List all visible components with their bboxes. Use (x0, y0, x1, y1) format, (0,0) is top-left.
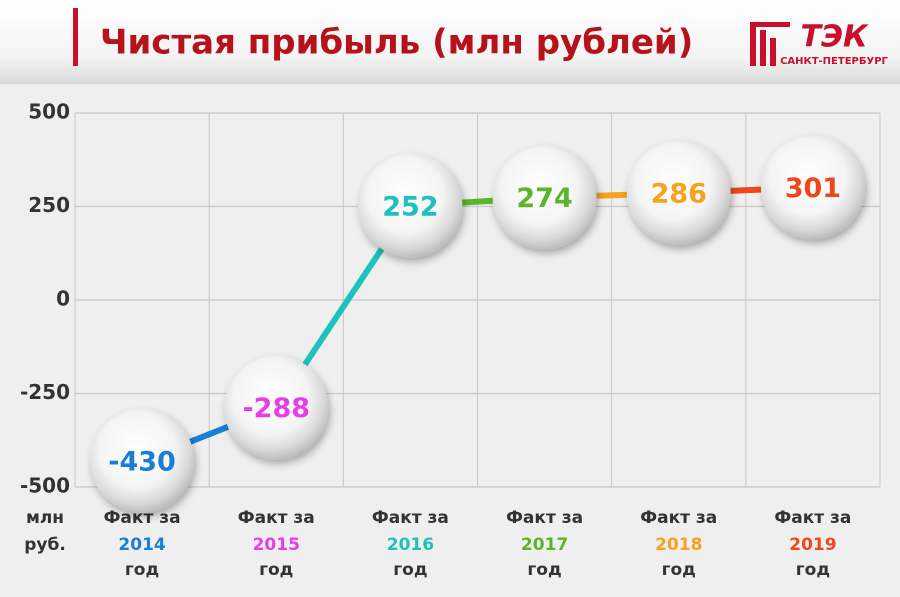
value-label: 252 (382, 191, 438, 222)
x-tick-label: 2017 (521, 535, 568, 555)
value-label: 274 (516, 183, 572, 214)
y-label: млн (26, 508, 64, 528)
point-bubble (492, 145, 597, 250)
x-tick-suffix: год (662, 560, 696, 580)
title-bar (73, 8, 78, 66)
y-tick-label: -500 (20, 474, 70, 498)
value-label: -430 (108, 446, 176, 477)
y-tick-label: -250 (20, 380, 70, 404)
x-tick-prefix: Факт за (238, 508, 315, 528)
x-tick-suffix: год (259, 560, 293, 580)
y-tick-label: 250 (28, 193, 70, 217)
y-tick-label: 500 (28, 100, 70, 124)
x-tick-label: 2018 (655, 535, 702, 555)
y-label: руб. (24, 535, 66, 555)
x-tick-prefix: Факт за (774, 508, 851, 528)
x-tick-label: 2014 (118, 535, 165, 555)
value-label: -288 (242, 393, 310, 424)
x-tick-prefix: Факт за (104, 508, 181, 528)
value-label: 301 (785, 173, 841, 204)
logo-city: САНКТ-ПЕТЕРБУРГ (780, 56, 888, 67)
chart-title: Чистая прибыль (млн рублей) (100, 23, 693, 63)
point-bubble (760, 135, 865, 240)
x-tick-suffix: год (125, 560, 159, 580)
x-tick-prefix: Факт за (506, 508, 583, 528)
value-label: 286 (651, 179, 707, 210)
x-tick-suffix: год (796, 560, 830, 580)
x-tick-prefix: Факт за (372, 508, 449, 528)
x-tick-prefix: Факт за (640, 508, 717, 528)
x-tick-label: 2016 (387, 535, 434, 555)
x-tick-label: 2015 (253, 535, 300, 555)
point-bubble (224, 355, 329, 460)
point-bubble (626, 141, 731, 246)
x-tick-suffix: год (393, 560, 427, 580)
x-tick-suffix: год (527, 560, 561, 580)
point-bubble (358, 153, 463, 258)
y-tick-label: 0 (56, 287, 70, 311)
logo: ТЭК САНКТ-ПЕТЕРБУРГ (750, 20, 889, 67)
logo-name: ТЭК (800, 20, 868, 55)
x-tick-label: 2019 (789, 535, 836, 555)
point-bubble (90, 408, 195, 513)
